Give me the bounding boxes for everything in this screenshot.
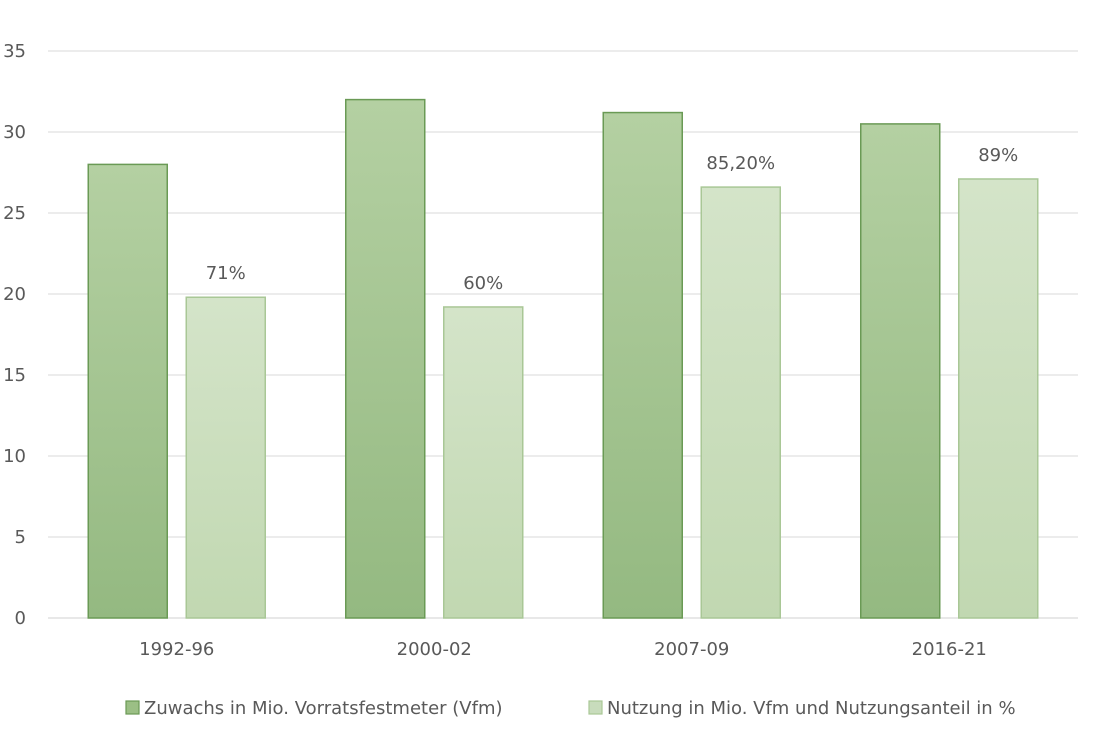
bar-nutzung — [443, 306, 524, 619]
x-axis-ticks: 1992-96 2000-02 2007-09 2016-21 — [139, 639, 987, 660]
legend-swatch — [588, 700, 603, 715]
y-tick-label: 5 — [15, 527, 26, 548]
legend: Zuwachs in Mio. Vorratsfestmeter (Vfm) Nu… — [125, 698, 1016, 719]
bar-zuwachs — [345, 98, 426, 619]
y-tick-label: 30 — [3, 122, 26, 143]
y-axis-ticks: 0 5 10 15 20 25 30 35 — [3, 41, 26, 629]
x-tick-label: 2016-21 — [912, 639, 987, 660]
bar-nutzung — [958, 178, 1039, 619]
x-tick-label: 2000-02 — [397, 639, 472, 660]
bar-zuwachs — [602, 111, 683, 619]
y-tick-label: 15 — [3, 365, 26, 386]
bar-zuwachs — [87, 163, 168, 619]
bars — [87, 98, 1039, 619]
bar-nutzung — [700, 186, 781, 619]
y-tick-label: 35 — [3, 41, 26, 62]
y-tick-label: 10 — [3, 446, 26, 467]
y-tick-label: 20 — [3, 284, 26, 305]
y-tick-label: 25 — [3, 203, 26, 224]
legend-label: Nutzung in Mio. Vfm und Nutzungsanteil i… — [607, 698, 1016, 719]
data-labels: 71% 60% 85,20% 89% — [206, 145, 1019, 294]
y-tick-label: 0 — [15, 608, 26, 629]
data-label: 71% — [206, 263, 246, 284]
x-tick-label: 2007-09 — [654, 639, 729, 660]
legend-swatch — [125, 700, 140, 715]
bar-nutzung — [185, 296, 266, 619]
x-tick-label: 1992-96 — [139, 639, 214, 660]
data-label: 89% — [978, 145, 1018, 166]
data-label: 60% — [463, 273, 503, 294]
legend-label: Zuwachs in Mio. Vorratsfestmeter (Vfm) — [144, 698, 503, 719]
data-label: 85,20% — [706, 153, 775, 174]
bar-zuwachs — [860, 123, 941, 619]
